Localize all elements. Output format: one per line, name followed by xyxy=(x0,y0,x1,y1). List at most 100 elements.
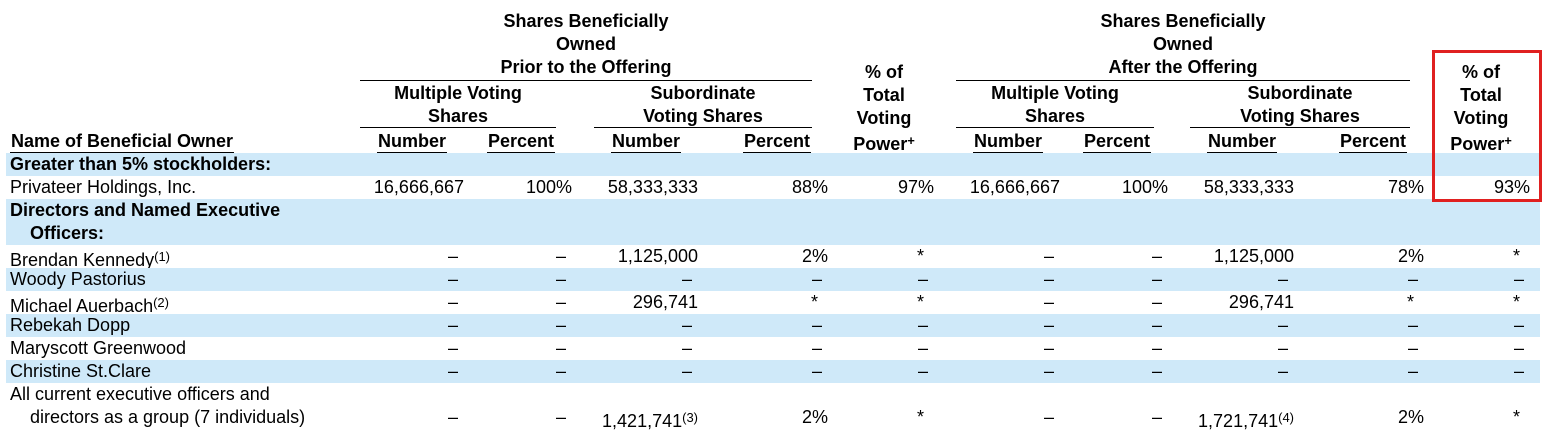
value-cell: – xyxy=(555,246,566,266)
header-number: Number xyxy=(1190,130,1294,153)
value-cell: – xyxy=(811,269,822,289)
value-cell: – xyxy=(1277,361,1288,381)
value-cell: – xyxy=(447,246,458,266)
value-cell: 296,741 xyxy=(632,292,698,312)
header-percent: Percent xyxy=(1328,130,1418,153)
footnote-ref: (1) xyxy=(154,249,171,264)
footnote-ref: (3) xyxy=(682,410,698,425)
value-cell: – xyxy=(555,407,566,427)
header-line: Subordinate xyxy=(650,83,756,103)
table-row: Privateer Holdings, Inc. 16,666,667 100% 58… xyxy=(6,176,1540,199)
owner-name: Woody Pastorius xyxy=(10,269,146,289)
value-cell: – xyxy=(1513,269,1524,289)
table-row: Rebekah Dopp – – – – – – – – – – xyxy=(6,314,1540,337)
owner-name: Rebekah Dopp xyxy=(10,315,131,335)
value-cell: – xyxy=(1043,361,1054,381)
header-group-prior: Shares Beneficially Owned Prior to the O… xyxy=(360,10,812,79)
value-cell: – xyxy=(917,338,928,358)
value-cell: – xyxy=(1151,269,1162,289)
section-row: Greater than 5% stockholders: xyxy=(6,153,1540,176)
table-row: Woody Pastorius – – – – – – – – – – xyxy=(6,268,1540,291)
value-cell: – xyxy=(1151,361,1162,381)
header-line: Total xyxy=(1460,85,1502,105)
header-group-after: Shares Beneficially Owned After the Offe… xyxy=(956,10,1410,79)
value-cell: – xyxy=(1407,361,1418,381)
footnote-ref: (2) xyxy=(153,295,169,310)
name-col-label: Name of Beneficial Owner xyxy=(10,131,235,153)
section-label: Officers: xyxy=(30,223,105,243)
header-multiple-voting-after: Multiple Voting Shares xyxy=(956,82,1154,128)
header-rule xyxy=(594,127,812,128)
value-cell: 2% xyxy=(801,246,828,266)
power-mark: + xyxy=(1504,133,1512,148)
header-group-after-line: Shares Beneficially xyxy=(1100,11,1266,31)
header-multiple-voting-prior: Multiple Voting Shares xyxy=(360,82,556,128)
header-line: Shares xyxy=(427,106,489,126)
header-group-after-line: After the Offering xyxy=(1108,57,1258,77)
header-line: Voting Shares xyxy=(643,106,763,126)
value-cell: – xyxy=(1513,338,1524,358)
value-cell: – xyxy=(1513,315,1524,335)
value-cell: 1,125,000 xyxy=(1213,246,1294,266)
value-cell: – xyxy=(917,315,928,335)
value-cell: – xyxy=(447,407,458,427)
value-cell: – xyxy=(1043,246,1054,266)
header-power-word: Power xyxy=(1450,134,1505,154)
value-cell: – xyxy=(1043,315,1054,335)
header-number: Number xyxy=(594,130,698,153)
value-cell: – xyxy=(1043,338,1054,358)
value-cell: – xyxy=(1407,315,1418,335)
value-cell: – xyxy=(1151,407,1162,427)
header-line: Total xyxy=(863,85,905,105)
value-cell: – xyxy=(1277,338,1288,358)
value-cell: 296,741 xyxy=(1228,292,1294,312)
value-cell: 1,421,741(3) xyxy=(602,410,698,431)
header-group-prior-line: Owned xyxy=(555,34,616,54)
value-cell: * xyxy=(916,246,924,266)
value-cell: – xyxy=(1513,361,1524,381)
value-cell: 16,666,667 xyxy=(969,177,1060,197)
owner-name: Christine St.Clare xyxy=(10,361,152,381)
number-label: Number xyxy=(376,131,447,153)
value-cell: – xyxy=(1043,292,1054,312)
header-line: Multiple Voting xyxy=(991,83,1119,103)
value-cell: – xyxy=(447,269,458,289)
value-cell: * xyxy=(1512,407,1520,427)
owner-name: Privateer Holdings, Inc. xyxy=(10,177,197,197)
percent-label: Percent xyxy=(742,131,812,153)
value-cell: – xyxy=(1277,315,1288,335)
header-total-voting-prior: % of Total Voting Power+ xyxy=(846,61,922,156)
value-cell: – xyxy=(555,315,566,335)
owner-name: Michael Auerbach(2) xyxy=(10,295,169,316)
value-cell: – xyxy=(447,292,458,312)
header-name-col: Name of Beneficial Owner xyxy=(10,130,235,153)
header-power-word: Power xyxy=(853,134,908,154)
header-group-after-line: Owned xyxy=(1152,34,1213,54)
section-label: Greater than 5% stockholders: xyxy=(10,154,272,174)
value-cell: – xyxy=(811,361,822,381)
value-cell: 1,125,000 xyxy=(617,246,698,266)
header-rule xyxy=(956,127,1154,128)
value-cell: 78% xyxy=(1387,177,1424,197)
value-cell: 100% xyxy=(525,177,572,197)
value-cell: 1,721,741(4) xyxy=(1198,410,1294,431)
value-cell: – xyxy=(811,338,822,358)
value-cell: * xyxy=(810,292,818,312)
value-cell: – xyxy=(1277,269,1288,289)
percent-label: Percent xyxy=(1338,131,1408,153)
value-cell: – xyxy=(1151,338,1162,358)
header-percent: Percent xyxy=(732,130,822,153)
header-line: Shares xyxy=(1024,106,1086,126)
owner-name: Maryscott Greenwood xyxy=(10,338,187,358)
table-row: Michael Auerbach(2) – – 296,741 * * – – 296,741 *… xyxy=(6,291,1540,316)
value-cell: * xyxy=(916,292,924,312)
header-line: % of xyxy=(1462,62,1500,82)
highlight-box xyxy=(1432,50,1542,202)
header-group-prior-line: Prior to the Offering xyxy=(500,57,672,77)
header-line: Voting Shares xyxy=(1240,106,1360,126)
value-cell: – xyxy=(555,292,566,312)
value-cell: * xyxy=(1406,292,1414,312)
value-cell: – xyxy=(917,269,928,289)
value-cell: – xyxy=(681,338,692,358)
header-total-voting-after: % of Total Voting Power+ xyxy=(1443,61,1519,156)
